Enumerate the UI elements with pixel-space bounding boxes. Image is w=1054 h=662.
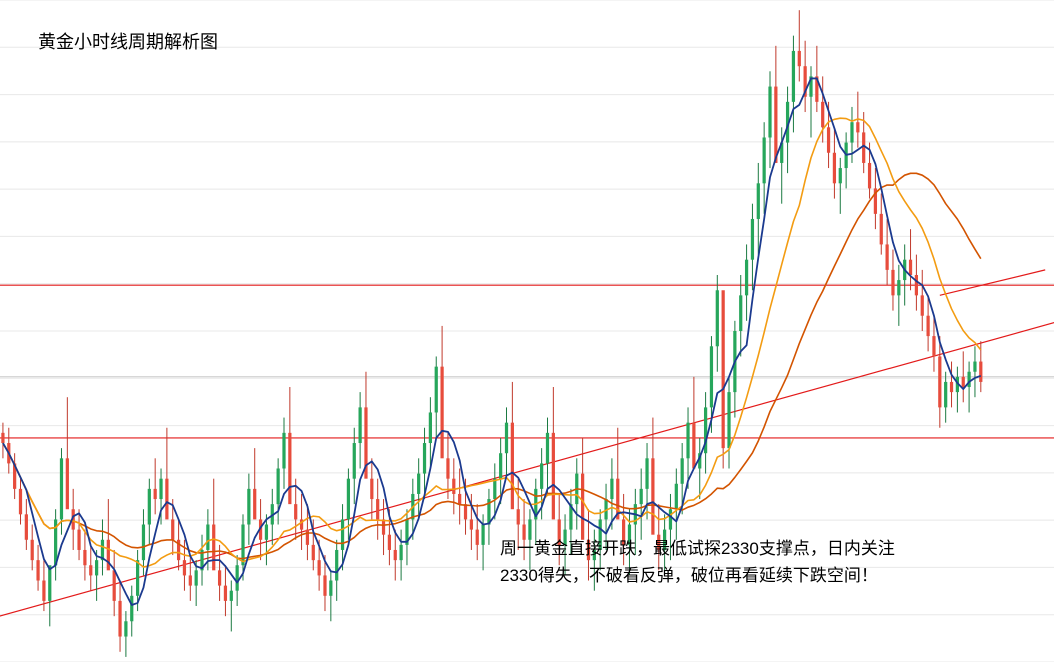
chart-title: 黄金小时线周期解析图 [38, 28, 218, 54]
chart-annotation: 周一黄金直接开跌，最低试探2330支撑点，日内关注 2330得失，不破看反弹，破… [500, 535, 895, 589]
annotation-line-1: 周一黄金直接开跌，最低试探2330支撑点，日内关注 [500, 539, 895, 558]
chart-container: 黄金小时线周期解析图 周一黄金直接开跌，最低试探2330支撑点，日内关注 233… [0, 0, 1054, 662]
annotation-line-2: 2330得失，不破看反弹，破位再看延续下跌空间！ [500, 566, 878, 585]
